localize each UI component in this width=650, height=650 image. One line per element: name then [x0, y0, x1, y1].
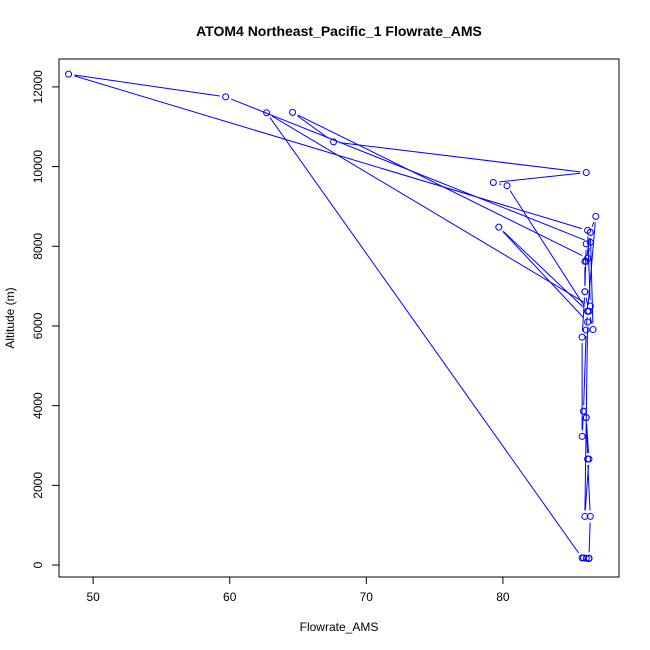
- y-tick-label: 6000: [31, 312, 45, 339]
- x-tick-label: 60: [223, 590, 237, 604]
- data-point: [586, 512, 594, 520]
- series-segment: [586, 423, 590, 454]
- data-point: [289, 108, 297, 116]
- data-point: [586, 302, 594, 310]
- x-axis-label: Flowrate_AMS: [300, 620, 379, 634]
- y-tick-label: 4000: [31, 392, 45, 419]
- series-segment: [74, 74, 220, 97]
- data-point: [263, 109, 271, 117]
- series-segment: [581, 297, 585, 332]
- series-segment: [509, 190, 585, 307]
- data-point: [581, 512, 589, 520]
- data-point: [579, 407, 587, 415]
- y-axis: 0 2000 4000 6000 8000 10000 12000: [31, 70, 59, 568]
- data-point: [582, 554, 590, 562]
- data-point: [581, 288, 589, 296]
- series-segment: [584, 327, 588, 511]
- y-tick-label: 12000: [31, 70, 45, 104]
- series-segment: [588, 522, 591, 553]
- data-point: [330, 138, 338, 146]
- chart-title: ATOM4 Northeast_Pacific_1 Flowrate_AMS: [196, 23, 482, 39]
- y-tick-label: 0: [31, 561, 45, 568]
- series-segment: [297, 115, 329, 139]
- series-segment: [499, 172, 581, 183]
- data-point: [592, 212, 600, 220]
- data-point: [584, 254, 592, 262]
- data-point: [495, 223, 503, 231]
- data-point: [578, 333, 586, 341]
- data-point: [582, 169, 590, 177]
- series-segment: [589, 316, 593, 324]
- y-tick-label: 10000: [31, 150, 45, 184]
- series-segment: [589, 238, 594, 324]
- data-point: [578, 554, 586, 562]
- series-segment: [587, 236, 591, 301]
- data-point: [578, 432, 586, 440]
- x-tick-label: 50: [86, 590, 100, 604]
- series-points: [65, 70, 600, 563]
- series-segment: [591, 221, 595, 227]
- series-segment: [502, 231, 584, 318]
- series-segment: [271, 115, 586, 304]
- series-segment: [583, 335, 587, 406]
- data-point: [584, 318, 592, 326]
- data-point: [582, 326, 590, 334]
- data-point: [585, 455, 593, 463]
- x-tick-label: 70: [360, 590, 374, 604]
- x-tick-label: 80: [496, 590, 510, 604]
- x-axis: 50 60 70 80: [86, 577, 510, 604]
- series-segment: [502, 230, 584, 308]
- data-point: [489, 179, 497, 187]
- data-point: [582, 414, 590, 422]
- data-point: [584, 226, 592, 234]
- y-tick-label: 2000: [31, 472, 45, 499]
- y-tick-label: 8000: [31, 233, 45, 260]
- data-point: [586, 238, 594, 246]
- data-point: [589, 326, 597, 334]
- series-segment: [339, 142, 581, 173]
- series-segment: [269, 117, 580, 554]
- data-point: [503, 182, 511, 190]
- data-point: [65, 70, 73, 78]
- data-point: [585, 554, 593, 562]
- y-axis-label: Altitude (m): [3, 287, 17, 348]
- data-point: [582, 240, 590, 248]
- series-segment: [584, 465, 590, 511]
- series-lines: [74, 74, 596, 554]
- series-segment: [297, 114, 583, 257]
- plot-frame: [58, 58, 620, 578]
- series-segment: [231, 98, 585, 241]
- data-point: [222, 93, 230, 101]
- series-segment: [74, 75, 582, 230]
